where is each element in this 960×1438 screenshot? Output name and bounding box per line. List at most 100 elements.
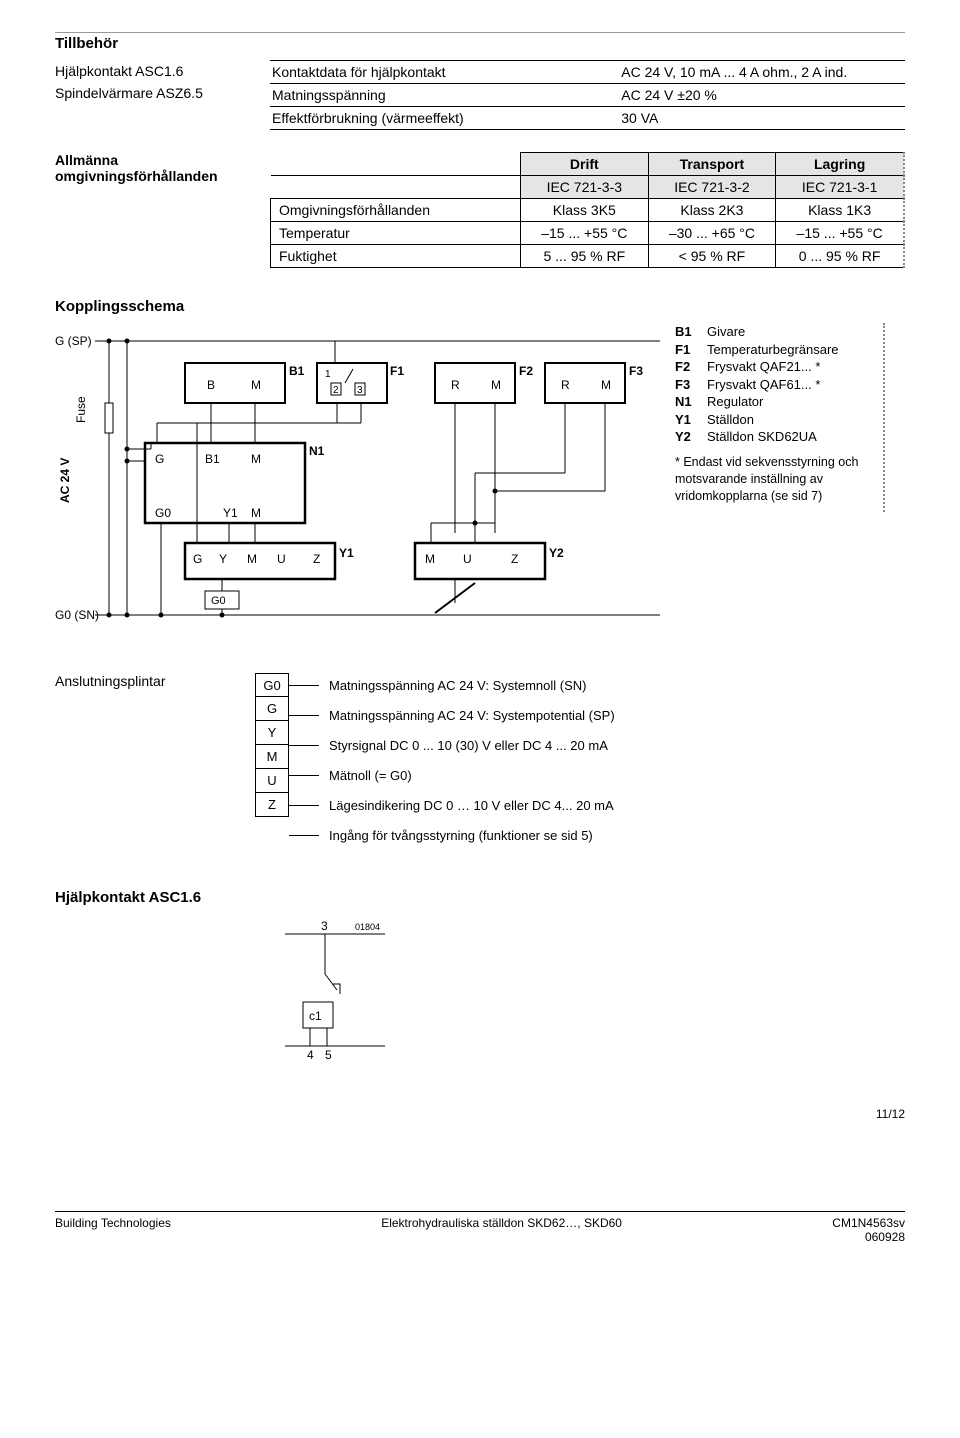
- label-M-f2: M: [491, 378, 501, 392]
- label-Y2-box: Y2: [549, 546, 564, 560]
- label-N1: N1: [309, 444, 325, 458]
- term-text-M: Mätnoll (= G0): [329, 768, 412, 783]
- label-B1-n1: B1: [205, 452, 220, 466]
- label-G0-n1: G0: [155, 506, 171, 520]
- legend-F1: Temperaturbegränsare: [707, 341, 839, 359]
- label-Z-y1: Z: [313, 552, 320, 566]
- label-M-b1: M: [251, 378, 261, 392]
- env-r2-c0: Fuktighet: [271, 245, 521, 268]
- term-G: G: [255, 697, 289, 721]
- label-gsp: G (SP): [55, 334, 92, 348]
- tillbehor-r1-value: AC 24 V ±20 %: [619, 84, 905, 107]
- term-text-G0: Matningsspänning AC 24 V: Systemnoll (SN…: [329, 678, 586, 693]
- tillbehor-r2-value: 30 VA: [619, 107, 905, 130]
- env-r2-c3: 0 ... 95 % RF: [776, 245, 904, 268]
- asc-diagram: 3 01804 c1 4 5: [265, 914, 465, 1064]
- label-Z-y2: Z: [511, 552, 518, 566]
- footer-left: Building Technologies: [55, 1216, 171, 1244]
- asc-c1: c1: [309, 1009, 322, 1023]
- label-G0-below: G0: [211, 595, 226, 607]
- env-iec-3: IEC 721-3-1: [776, 176, 904, 199]
- term-text-Y: Styrsignal DC 0 ... 10 (30) V eller DC 4…: [329, 738, 608, 753]
- legend-F2: Frysvakt QAF21... *: [707, 358, 820, 376]
- term-G0: G0: [255, 673, 289, 697]
- section-heading-tillbehor: Tillbehör: [55, 35, 905, 52]
- label-M-n1b: M: [251, 506, 261, 520]
- env-r1-c1: –15 ... +55 °C: [521, 222, 649, 245]
- label-F1: F1: [390, 364, 404, 378]
- allmanna-heading-2: omgivningsförhållanden: [55, 168, 235, 184]
- footer-center: Elektrohydrauliska ställdon SKD62…, SKD6…: [381, 1216, 622, 1244]
- legend-N1: Regulator: [707, 393, 763, 411]
- label-g0sn: G0 (SN): [55, 608, 99, 622]
- asc-b5: 5: [325, 1048, 332, 1062]
- label-f1-3: 3: [357, 385, 363, 396]
- env-r1-c2: –30 ... +65 °C: [648, 222, 776, 245]
- legend-note: * Endast vid sekvensstyrning och motsvar…: [675, 454, 883, 505]
- legend-B1: Givare: [707, 323, 745, 341]
- asc-heading: Hjälpkontakt ASC1.6: [55, 889, 905, 906]
- legend-F3: Frysvakt QAF61... *: [707, 376, 820, 394]
- tillbehor-table: Kontaktdata för hjälpkontakt AC 24 V, 10…: [270, 60, 905, 130]
- allmanna-heading-1: Allmänna: [55, 152, 235, 168]
- label-Y1-box: Y1: [339, 546, 354, 560]
- env-r0-c1: Klass 3K5: [521, 199, 649, 222]
- label-F2: F2: [519, 364, 533, 378]
- term-M: M: [255, 745, 289, 769]
- env-r0-c2: Klass 2K3: [648, 199, 776, 222]
- label-M-f3: M: [601, 378, 611, 392]
- env-r0-c0: Omgivningsförhållanden: [271, 199, 521, 222]
- label-fuse: Fuse: [74, 396, 88, 423]
- env-r2-c2: < 95 % RF: [648, 245, 776, 268]
- term-Z: Z: [255, 793, 289, 817]
- label-G-y1: G: [193, 552, 202, 566]
- label-f1-2: 2: [333, 385, 339, 396]
- label-M-y1: M: [247, 552, 257, 566]
- label-U-y2: U: [463, 552, 472, 566]
- footer-right1: CM1N4563sv: [832, 1216, 905, 1230]
- asc-b4: 4: [307, 1048, 314, 1062]
- asc-code: 01804: [355, 922, 380, 932]
- label-B1: B1: [289, 364, 305, 378]
- env-h1: Drift: [521, 153, 649, 176]
- label-ac24: AC 24 V: [58, 458, 72, 503]
- term-text-Z: Ingång för tvångsstyrning (funktioner se…: [329, 828, 593, 843]
- label-Y-y1: Y: [219, 552, 227, 566]
- tillbehor-r0-label: Kontaktdata för hjälpkontakt: [270, 61, 619, 84]
- label-G-n1: G: [155, 452, 164, 466]
- section-heading-schema: Kopplingsschema: [55, 298, 905, 315]
- label-B: B: [207, 378, 215, 392]
- label-U-y1: U: [277, 552, 286, 566]
- anslutning-heading: Anslutningsplintar: [55, 673, 225, 853]
- term-text-G: Matningsspänning AC 24 V: Systempotentia…: [329, 708, 615, 723]
- term-Y: Y: [255, 721, 289, 745]
- tillbehor-r2-label: Effektförbrukning (värmeeffekt): [270, 107, 619, 130]
- env-iec-2: IEC 721-3-2: [648, 176, 776, 199]
- term-U: U: [255, 769, 289, 793]
- label-M-y2: M: [425, 552, 435, 566]
- page-number: 11/12: [55, 1107, 905, 1121]
- label-Y1-n1: Y1: [223, 506, 238, 520]
- tillbehor-left-row1: Hjälpkontakt ASC1.6: [55, 60, 235, 82]
- env-r1-c0: Temperatur: [271, 222, 521, 245]
- label-R-f3: R: [561, 378, 570, 392]
- asc-top3: 3: [321, 919, 328, 933]
- term-text-U: Lägesindikering DC 0 … 10 V eller DC 4..…: [329, 798, 614, 813]
- label-M-n1: M: [251, 452, 261, 466]
- env-r2-c1: 5 ... 95 % RF: [521, 245, 649, 268]
- footer-right2: 060928: [865, 1230, 905, 1244]
- label-F3: F3: [629, 364, 643, 378]
- legend-Y2: Ställdon SKD62UA: [707, 428, 817, 446]
- env-r1-c3: –15 ... +55 °C: [776, 222, 904, 245]
- env-table: Drift Transport Lagring IEC 721-3-3 IEC …: [270, 152, 905, 268]
- label-R-f2: R: [451, 378, 460, 392]
- tillbehor-left-row2: Spindelvärmare ASZ6.5: [55, 82, 235, 104]
- tillbehor-r1-label: Matningsspänning: [270, 84, 619, 107]
- legend-Y1: Ställdon: [707, 411, 754, 429]
- legend: B1Givare F1Temperaturbegränsare F2Frysva…: [675, 323, 885, 512]
- env-iec-1: IEC 721-3-3: [521, 176, 649, 199]
- label-f1-1: 1: [325, 369, 331, 380]
- wiring-diagram: G (SP) G0 (SN) Fuse AC 24 V B1 B M F1 1: [55, 323, 665, 633]
- env-h3: Lagring: [776, 153, 904, 176]
- env-r0-c3: Klass 1K3: [776, 199, 904, 222]
